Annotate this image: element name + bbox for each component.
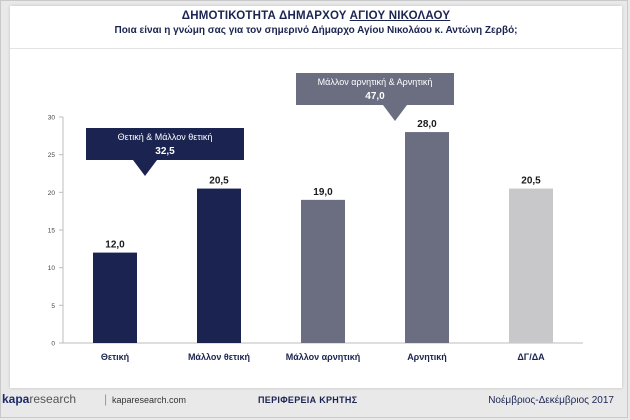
callout-label: Θετική & Μάλλον θετική — [118, 132, 213, 142]
y-tick-label: 10 — [48, 265, 56, 272]
logo-main: kapa — [2, 392, 30, 406]
chart-title: ΔΗΜΟΤΙΚΟΤΗΤΑ ΔΗΜΑΡΧΟΥ ΑΓΙΟΥ ΝΙΚΟΛΑΟΥ — [10, 10, 622, 22]
bar-chart: 0 5 10 15 20 25 30 12,0 Θετική 20,5 Μάλλον θετική 1… — [48, 73, 583, 362]
x-tick-label: Μάλλον αρνητική — [286, 352, 361, 362]
y-tick-label: 5 — [51, 303, 55, 310]
callout-value: 32,5 — [155, 146, 175, 157]
slide-header: ΔΗΜΟΤΙΚΟΤΗΤΑ ΔΗΜΑΡΧΟΥ ΑΓΙΟΥ ΝΙΚΟΛΑΟΥ Ποι… — [10, 6, 622, 49]
callout-value: 47,0 — [365, 91, 385, 102]
x-tick-label: Θετική — [101, 352, 129, 362]
logo-sub: research — [29, 392, 77, 406]
bar — [197, 188, 241, 343]
x-tick-label: Μάλλον θετική — [188, 352, 250, 362]
website-link[interactable]: kaparesearch.com — [112, 395, 187, 405]
title-prefix: ΔΗΜΟΤΙΚΟΤΗΤΑ ΔΗΜΑΡΧΟΥ — [181, 10, 350, 22]
y-tick-label: 30 — [48, 115, 56, 122]
bar — [93, 252, 137, 343]
y-tick-label: 15 — [48, 228, 56, 235]
logo-separator: | — [104, 392, 108, 406]
y-tick-label: 25 — [48, 152, 56, 159]
bar-value-label: 19,0 — [313, 187, 333, 198]
callout-box — [86, 128, 244, 160]
x-tick-label: Αρνητική — [407, 352, 447, 362]
callout-arrow — [133, 160, 157, 176]
callout-arrow — [383, 105, 407, 121]
bar-value-label: 20,5 — [521, 176, 541, 187]
region-label: ΠΕΡΙΦΕΡΕΙΑ ΚΡΗΤΗΣ — [258, 395, 358, 405]
y-tick-label: 0 — [51, 341, 55, 348]
bar-value-label: 12,0 — [105, 240, 125, 251]
bar — [301, 199, 345, 343]
bar — [509, 188, 553, 343]
chart-subtitle: Ποια είναι η γνώμη σας για τον σημερινό … — [114, 25, 518, 36]
callout-label: Μάλλον αρνητική & Αρνητική — [318, 77, 433, 87]
y-tick-label: 20 — [48, 190, 56, 197]
kapa-research-logo: kaparesearch — [2, 392, 76, 406]
callout-box — [296, 73, 454, 105]
footer: kaparesearch | kaparesearch.com ΠΕΡΙΦΕΡΕ… — [0, 390, 630, 420]
bar-value-label: 28,0 — [417, 119, 437, 130]
bar — [405, 132, 449, 343]
title-underlined: ΑΓΙΟΥ ΝΙΚΟΛΑΟΥ — [349, 10, 451, 22]
period-label: Νοέμβριος-Δεκέμβριος 2017 — [488, 395, 614, 406]
bar-value-label: 20,5 — [209, 176, 229, 187]
x-tick-label: ΔΓ/ΔΑ — [517, 352, 545, 362]
